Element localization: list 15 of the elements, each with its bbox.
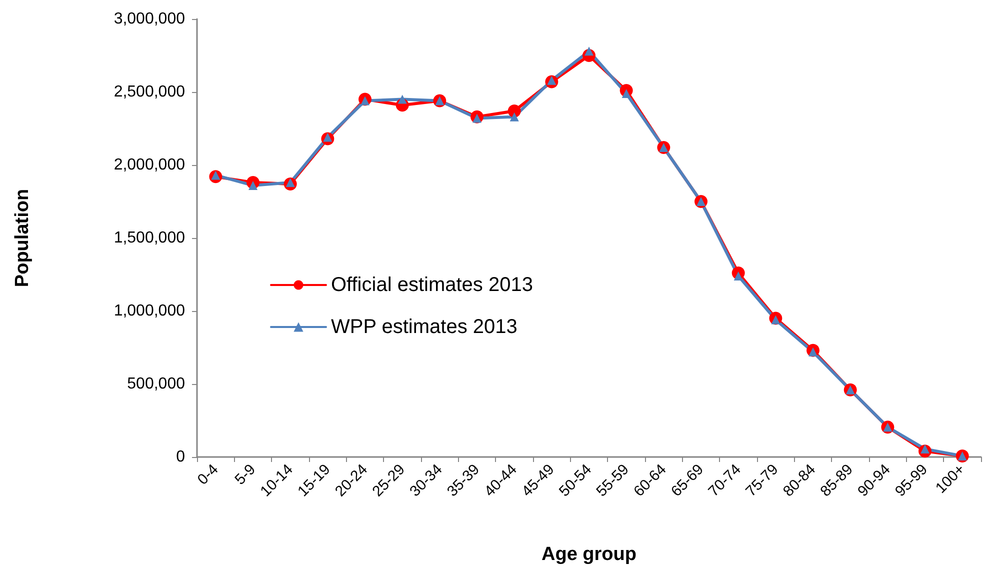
x-tick-label: 5-9: [232, 460, 260, 488]
y-axis-title: Population: [12, 188, 33, 288]
y-tick-label: 0: [176, 448, 186, 466]
y-tick-label: 500,000: [127, 376, 186, 392]
y-tick-label: 2,000,000: [114, 156, 186, 174]
legend-label: Official estimates 2013: [331, 274, 533, 296]
legend-label: WPP estimates 2013: [331, 316, 518, 338]
y-tick-label: 3,000,000: [114, 10, 186, 28]
y-tick-label: 1,500,000: [114, 230, 186, 246]
y-tick-label: 1,000,000: [114, 302, 186, 320]
point: [510, 112, 519, 122]
x-tick-label: 0-4: [194, 460, 222, 488]
point: [398, 94, 407, 104]
x-axis-title: Age group: [542, 544, 636, 565]
y-tick-label: 2,500,000: [114, 84, 186, 100]
